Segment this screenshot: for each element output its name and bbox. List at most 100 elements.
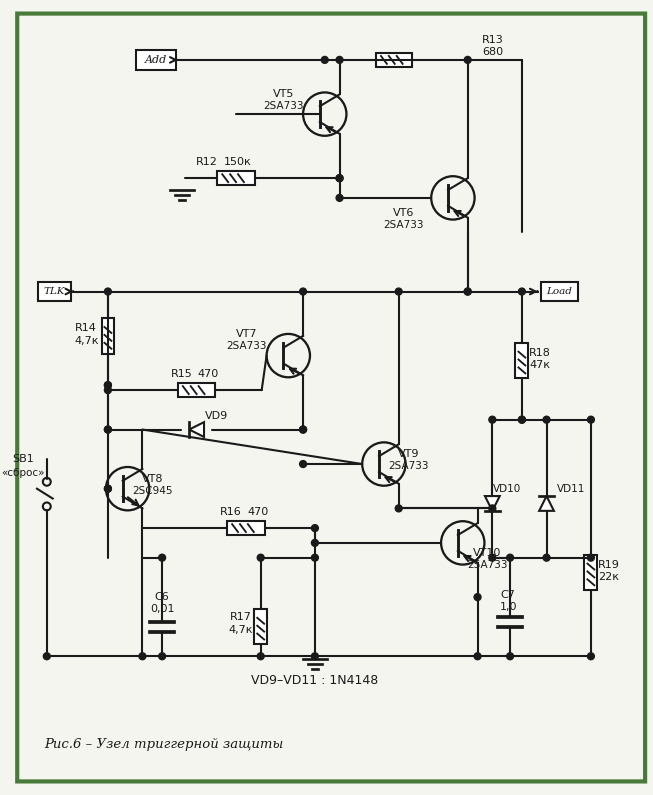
Text: 0,01: 0,01 [150,604,174,614]
Circle shape [321,56,328,64]
Text: 1,0: 1,0 [500,602,517,612]
Circle shape [336,195,343,201]
Circle shape [336,56,343,64]
FancyBboxPatch shape [254,609,267,645]
Circle shape [159,554,166,561]
Text: VT10: VT10 [473,548,502,558]
FancyBboxPatch shape [541,281,578,301]
Text: R12: R12 [195,157,217,168]
Text: 470: 470 [198,370,219,379]
FancyBboxPatch shape [584,555,597,590]
FancyBboxPatch shape [376,53,411,67]
Circle shape [311,653,319,660]
Circle shape [104,485,112,492]
FancyBboxPatch shape [136,50,176,70]
Text: 150к: 150к [224,157,252,168]
Circle shape [311,525,319,532]
Text: C6: C6 [155,592,170,602]
Text: C7: C7 [501,590,515,600]
Text: VD11: VD11 [557,483,585,494]
Circle shape [336,175,343,181]
Circle shape [474,594,481,600]
Text: Load: Load [547,287,572,296]
FancyBboxPatch shape [227,522,264,535]
Circle shape [257,653,264,660]
Text: 47к: 47к [529,360,550,370]
Circle shape [395,505,402,512]
Circle shape [104,485,112,492]
Text: «сброс»: «сброс» [1,468,45,478]
Text: R16: R16 [220,507,242,518]
Circle shape [300,288,306,295]
Text: 2SA733: 2SA733 [389,461,429,471]
Text: VT5: VT5 [273,89,294,99]
FancyBboxPatch shape [515,343,528,378]
Text: R13: R13 [481,35,503,45]
Polygon shape [539,496,554,511]
Circle shape [588,417,594,423]
FancyBboxPatch shape [38,281,71,301]
Circle shape [300,426,306,433]
Circle shape [104,288,112,295]
Circle shape [159,653,166,660]
Circle shape [311,554,319,561]
Text: TLK: TLK [44,287,65,296]
Circle shape [518,417,526,423]
Text: VD9: VD9 [204,411,228,421]
FancyBboxPatch shape [101,318,114,354]
Text: 4,7к: 4,7к [74,335,99,346]
Circle shape [300,426,306,433]
Circle shape [104,382,112,389]
Circle shape [336,175,343,181]
Circle shape [543,554,550,561]
Circle shape [464,288,471,295]
Polygon shape [189,422,204,437]
Text: SB1: SB1 [12,454,34,464]
Text: VT6: VT6 [393,207,414,218]
Circle shape [489,505,496,512]
Circle shape [395,288,402,295]
Text: R14: R14 [75,323,97,333]
Circle shape [300,460,306,467]
Text: 2SA733: 2SA733 [227,341,267,351]
Circle shape [507,653,513,660]
Text: R19: R19 [597,560,620,569]
Text: 22к: 22к [598,572,619,583]
Circle shape [489,417,496,423]
Text: R17: R17 [230,612,252,622]
Circle shape [104,382,112,389]
FancyBboxPatch shape [178,383,215,397]
Circle shape [257,554,264,561]
Text: VT8: VT8 [142,474,163,484]
Circle shape [588,653,594,660]
Text: 4,7к: 4,7к [229,625,253,634]
Text: 2SC945: 2SC945 [132,486,172,495]
FancyBboxPatch shape [17,14,645,781]
Circle shape [43,653,50,660]
Text: 680: 680 [482,47,503,57]
Text: R18: R18 [529,347,550,358]
Text: Рис.6 – Узел триггерной защиты: Рис.6 – Узел триггерной защиты [44,739,283,751]
Text: R15: R15 [171,370,193,379]
Text: 2SA733: 2SA733 [263,101,304,111]
Text: 470: 470 [247,507,268,518]
Text: 2SA733: 2SA733 [383,219,424,230]
Circle shape [311,540,319,546]
FancyBboxPatch shape [217,171,255,185]
Circle shape [464,288,471,295]
Text: VD10: VD10 [493,483,521,494]
Text: VD9–VD11 : 1N4148: VD9–VD11 : 1N4148 [251,674,379,688]
Circle shape [489,554,496,561]
Text: 2SA733: 2SA733 [467,560,507,569]
Text: Add: Add [145,55,167,65]
Polygon shape [485,496,500,511]
Circle shape [104,426,112,433]
Circle shape [518,417,526,423]
Circle shape [474,653,481,660]
Circle shape [518,288,526,295]
Circle shape [543,417,550,423]
Circle shape [507,554,513,561]
Circle shape [104,386,112,394]
Circle shape [104,426,112,433]
Text: VT7: VT7 [236,329,258,339]
